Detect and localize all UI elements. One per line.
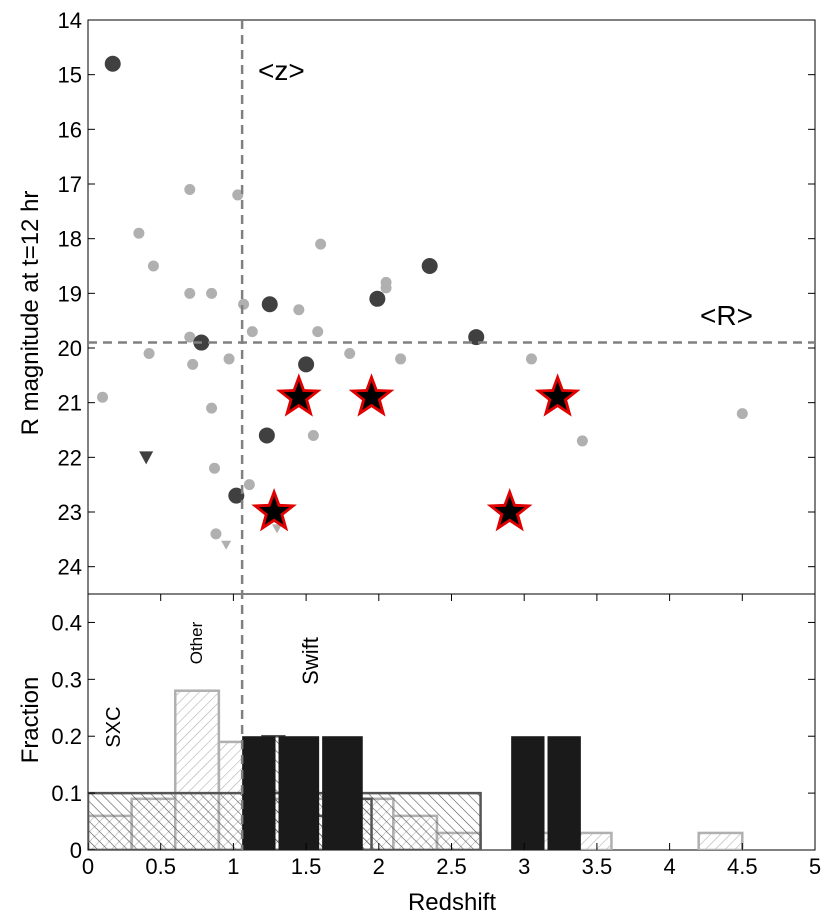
- y-tick-label: 0.4: [51, 610, 82, 635]
- data-point: [258, 427, 275, 444]
- data-point: [312, 326, 324, 338]
- x-tick-label: 4: [663, 854, 675, 879]
- y-axis-title-top: R magnitude at t=12 hr: [17, 191, 44, 436]
- histogram-bars: [88, 689, 744, 850]
- data-point: [525, 353, 537, 365]
- label-other: Other: [187, 621, 206, 664]
- data-point: [380, 282, 392, 294]
- x-tick-label: 3.5: [582, 854, 613, 879]
- y-tick-label: 0.1: [51, 781, 82, 806]
- sxc-bar: [242, 736, 276, 850]
- x-tick-label: 3: [518, 854, 530, 879]
- star-marker: [356, 381, 387, 411]
- histogram-panel: 00.10.20.30.4 0 0.5 1 1.5 2 2.5 3 3.5 4 4.5 5 SXC …: [17, 593, 821, 916]
- sxc-bar: [322, 736, 363, 850]
- y-tick-label: 21: [58, 391, 82, 416]
- x-tick-label: 4.5: [727, 854, 758, 879]
- data-point: [208, 462, 220, 474]
- label-sxc: SXC: [103, 706, 125, 747]
- sxc-bar: [511, 736, 545, 850]
- star-marker: [258, 496, 290, 525]
- y-tick-label: 20: [58, 336, 82, 361]
- data-point: [184, 287, 196, 299]
- data-point: [421, 258, 438, 274]
- data-point: [133, 227, 145, 239]
- data-point: [246, 326, 258, 338]
- data-point: [206, 402, 218, 414]
- scatter-panel: 14 15 16 17 18 19 20 21 22 23 24 <z> <R> R magnitu…: [17, 8, 816, 595]
- y-tick-label: 22: [58, 445, 82, 470]
- z-mean-label: <z>: [258, 55, 305, 86]
- upper-limit-marker: [221, 540, 232, 550]
- data-point: [223, 353, 235, 365]
- data-point: [206, 287, 218, 299]
- scatter-frame: [87, 19, 816, 595]
- scatter-y-ticks: 14 15 16 17 18 19 20 21 22 23 24: [58, 8, 815, 580]
- data-point: [243, 479, 255, 491]
- data-point: [184, 183, 196, 195]
- y-tick-label: 0.2: [51, 724, 82, 749]
- y-tick-label: 19: [58, 281, 82, 306]
- data-point: [576, 435, 588, 447]
- y-axis-title-bottom: Fraction: [17, 677, 44, 764]
- data-point: [315, 238, 327, 250]
- other-bar: [697, 831, 744, 850]
- data-point: [187, 358, 199, 370]
- data-point: [369, 290, 386, 307]
- y-tick-label: 23: [58, 500, 82, 525]
- y-tick-label: 18: [58, 227, 82, 252]
- histogram-y-ticks: 0 0.1 0.2 0.3 0.4: [51, 610, 815, 863]
- data-point: [468, 329, 485, 346]
- data-point: [238, 298, 250, 310]
- x-axis-title: Redshift: [408, 889, 496, 916]
- star-marker: [494, 496, 525, 525]
- data-point: [143, 347, 155, 359]
- data-point: [232, 189, 244, 201]
- sxc-bar: [278, 736, 320, 850]
- x-tick-label: 0.5: [145, 854, 176, 879]
- x-tick-label: 5: [809, 854, 821, 879]
- histogram-x-ticks: 0 0.5 1 1.5 2 2.5 3 3.5 4 4.5 5: [82, 594, 821, 879]
- data-point: [395, 353, 407, 365]
- y-tick-label: 14: [58, 8, 82, 33]
- data-point: [184, 331, 196, 343]
- sxc-bar: [547, 736, 581, 850]
- data-point: [104, 55, 121, 72]
- data-point: [344, 347, 356, 359]
- data-point: [307, 429, 319, 441]
- x-tick-label: 1: [227, 854, 239, 879]
- r-mean-label: <R>: [700, 300, 753, 331]
- x-tick-label: 2.5: [436, 854, 467, 879]
- data-point: [298, 356, 315, 373]
- data-point: [97, 391, 109, 403]
- y-tick-label: 15: [58, 63, 82, 88]
- scatter-marks: [97, 55, 748, 550]
- x-tick-label: 1.5: [291, 854, 322, 879]
- y-tick-label: 0: [70, 838, 82, 863]
- label-swift: Swift: [298, 637, 323, 685]
- star-marker: [542, 381, 573, 411]
- y-tick-label: 17: [58, 172, 82, 197]
- upper-limit-marker: [272, 524, 283, 534]
- data-point: [228, 487, 245, 504]
- data-point: [293, 304, 305, 316]
- y-tick-label: 0.3: [51, 667, 82, 692]
- y-tick-label: 24: [58, 555, 82, 580]
- x-tick-label: 2: [373, 854, 385, 879]
- data-point: [736, 408, 748, 420]
- star-marker: [283, 381, 314, 411]
- y-tick-label: 16: [58, 117, 82, 142]
- data-point: [210, 528, 222, 540]
- data-point: [261, 296, 278, 313]
- upper-limit-marker: [139, 451, 154, 465]
- x-tick-label: 0: [82, 854, 94, 879]
- data-point: [147, 260, 159, 272]
